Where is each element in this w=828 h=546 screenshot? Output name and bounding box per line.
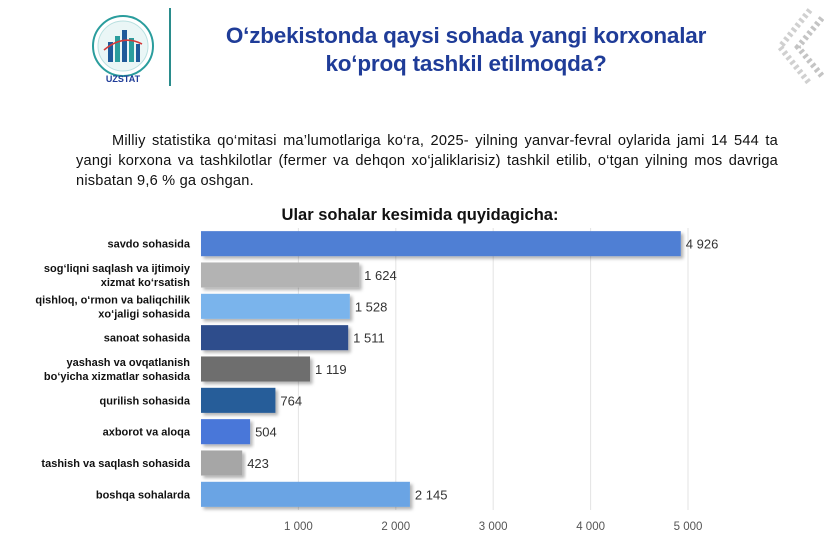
bar (201, 387, 276, 413)
bar (201, 356, 310, 382)
x-tick-label: 4 000 (576, 521, 605, 533)
category-label: tashish va saqlash sohasida (41, 458, 190, 470)
category-label: yashash va ovqatlanish (67, 357, 191, 369)
category-label: axborot va aloqa (103, 427, 191, 439)
header-divider (169, 8, 171, 86)
bar (201, 325, 349, 351)
data-label: 2 145 (415, 487, 448, 502)
bar (201, 293, 350, 319)
category-label: qishloq, o‘rmon va baliqchilik (35, 294, 191, 306)
chevron-decoration-icon (776, 8, 824, 86)
data-label: 1 624 (364, 268, 397, 283)
title-line-2: ko‘proq tashkil etilmoqda? (325, 51, 607, 76)
category-label: boshqa sohalarda (96, 489, 191, 501)
category-label: xo‘jaligi sohasida (98, 308, 191, 320)
category-label: savdo sohasida (107, 239, 190, 251)
bar (201, 262, 360, 288)
page-title: O‘zbekistonda qaysi sohada yangi korxona… (176, 22, 756, 78)
category-label: xizmat ko‘rsatish (101, 277, 191, 289)
bar-chart: 1 000 2 000 3 000 4 000 5 000 4 926 savdo soha… (35, 228, 719, 533)
logo-text: UZSTAT (106, 74, 141, 84)
data-label: 423 (247, 456, 269, 471)
bar (201, 419, 251, 445)
data-label: 4 926 (686, 237, 719, 252)
x-tick-label: 2 000 (381, 521, 410, 533)
x-tick-label: 5 000 (674, 521, 703, 533)
header: UZSTAT O‘zbekistonda qaysi sohada yangi … (0, 0, 828, 100)
uzstat-logo-icon: UZSTAT (92, 15, 154, 84)
data-label: 504 (255, 425, 277, 440)
data-label: 1 119 (315, 362, 347, 377)
category-label: bo‘yicha xizmatlar sohasida (44, 371, 191, 383)
category-label: qurilish sohasida (100, 395, 191, 407)
intro-paragraph: Milliy statistika qo‘mitasi ma’lumotlari… (76, 132, 778, 189)
data-label: 1 528 (355, 299, 388, 314)
bar (201, 481, 410, 507)
chart-title: Ular sohalar kesimida quyidagicha: (281, 206, 559, 224)
bar (201, 450, 243, 476)
category-label: sog‘liqni saqlash va ijtimoiy (44, 263, 191, 275)
x-tick-label: 3 000 (479, 521, 508, 533)
category-label: sanoat sohasida (104, 333, 191, 345)
title-line-1: O‘zbekistonda qaysi sohada yangi korxona… (225, 23, 707, 48)
data-label: 764 (280, 393, 302, 408)
data-label: 1 511 (353, 331, 385, 346)
x-tick-label: 1 000 (284, 521, 313, 533)
bar (201, 231, 681, 257)
